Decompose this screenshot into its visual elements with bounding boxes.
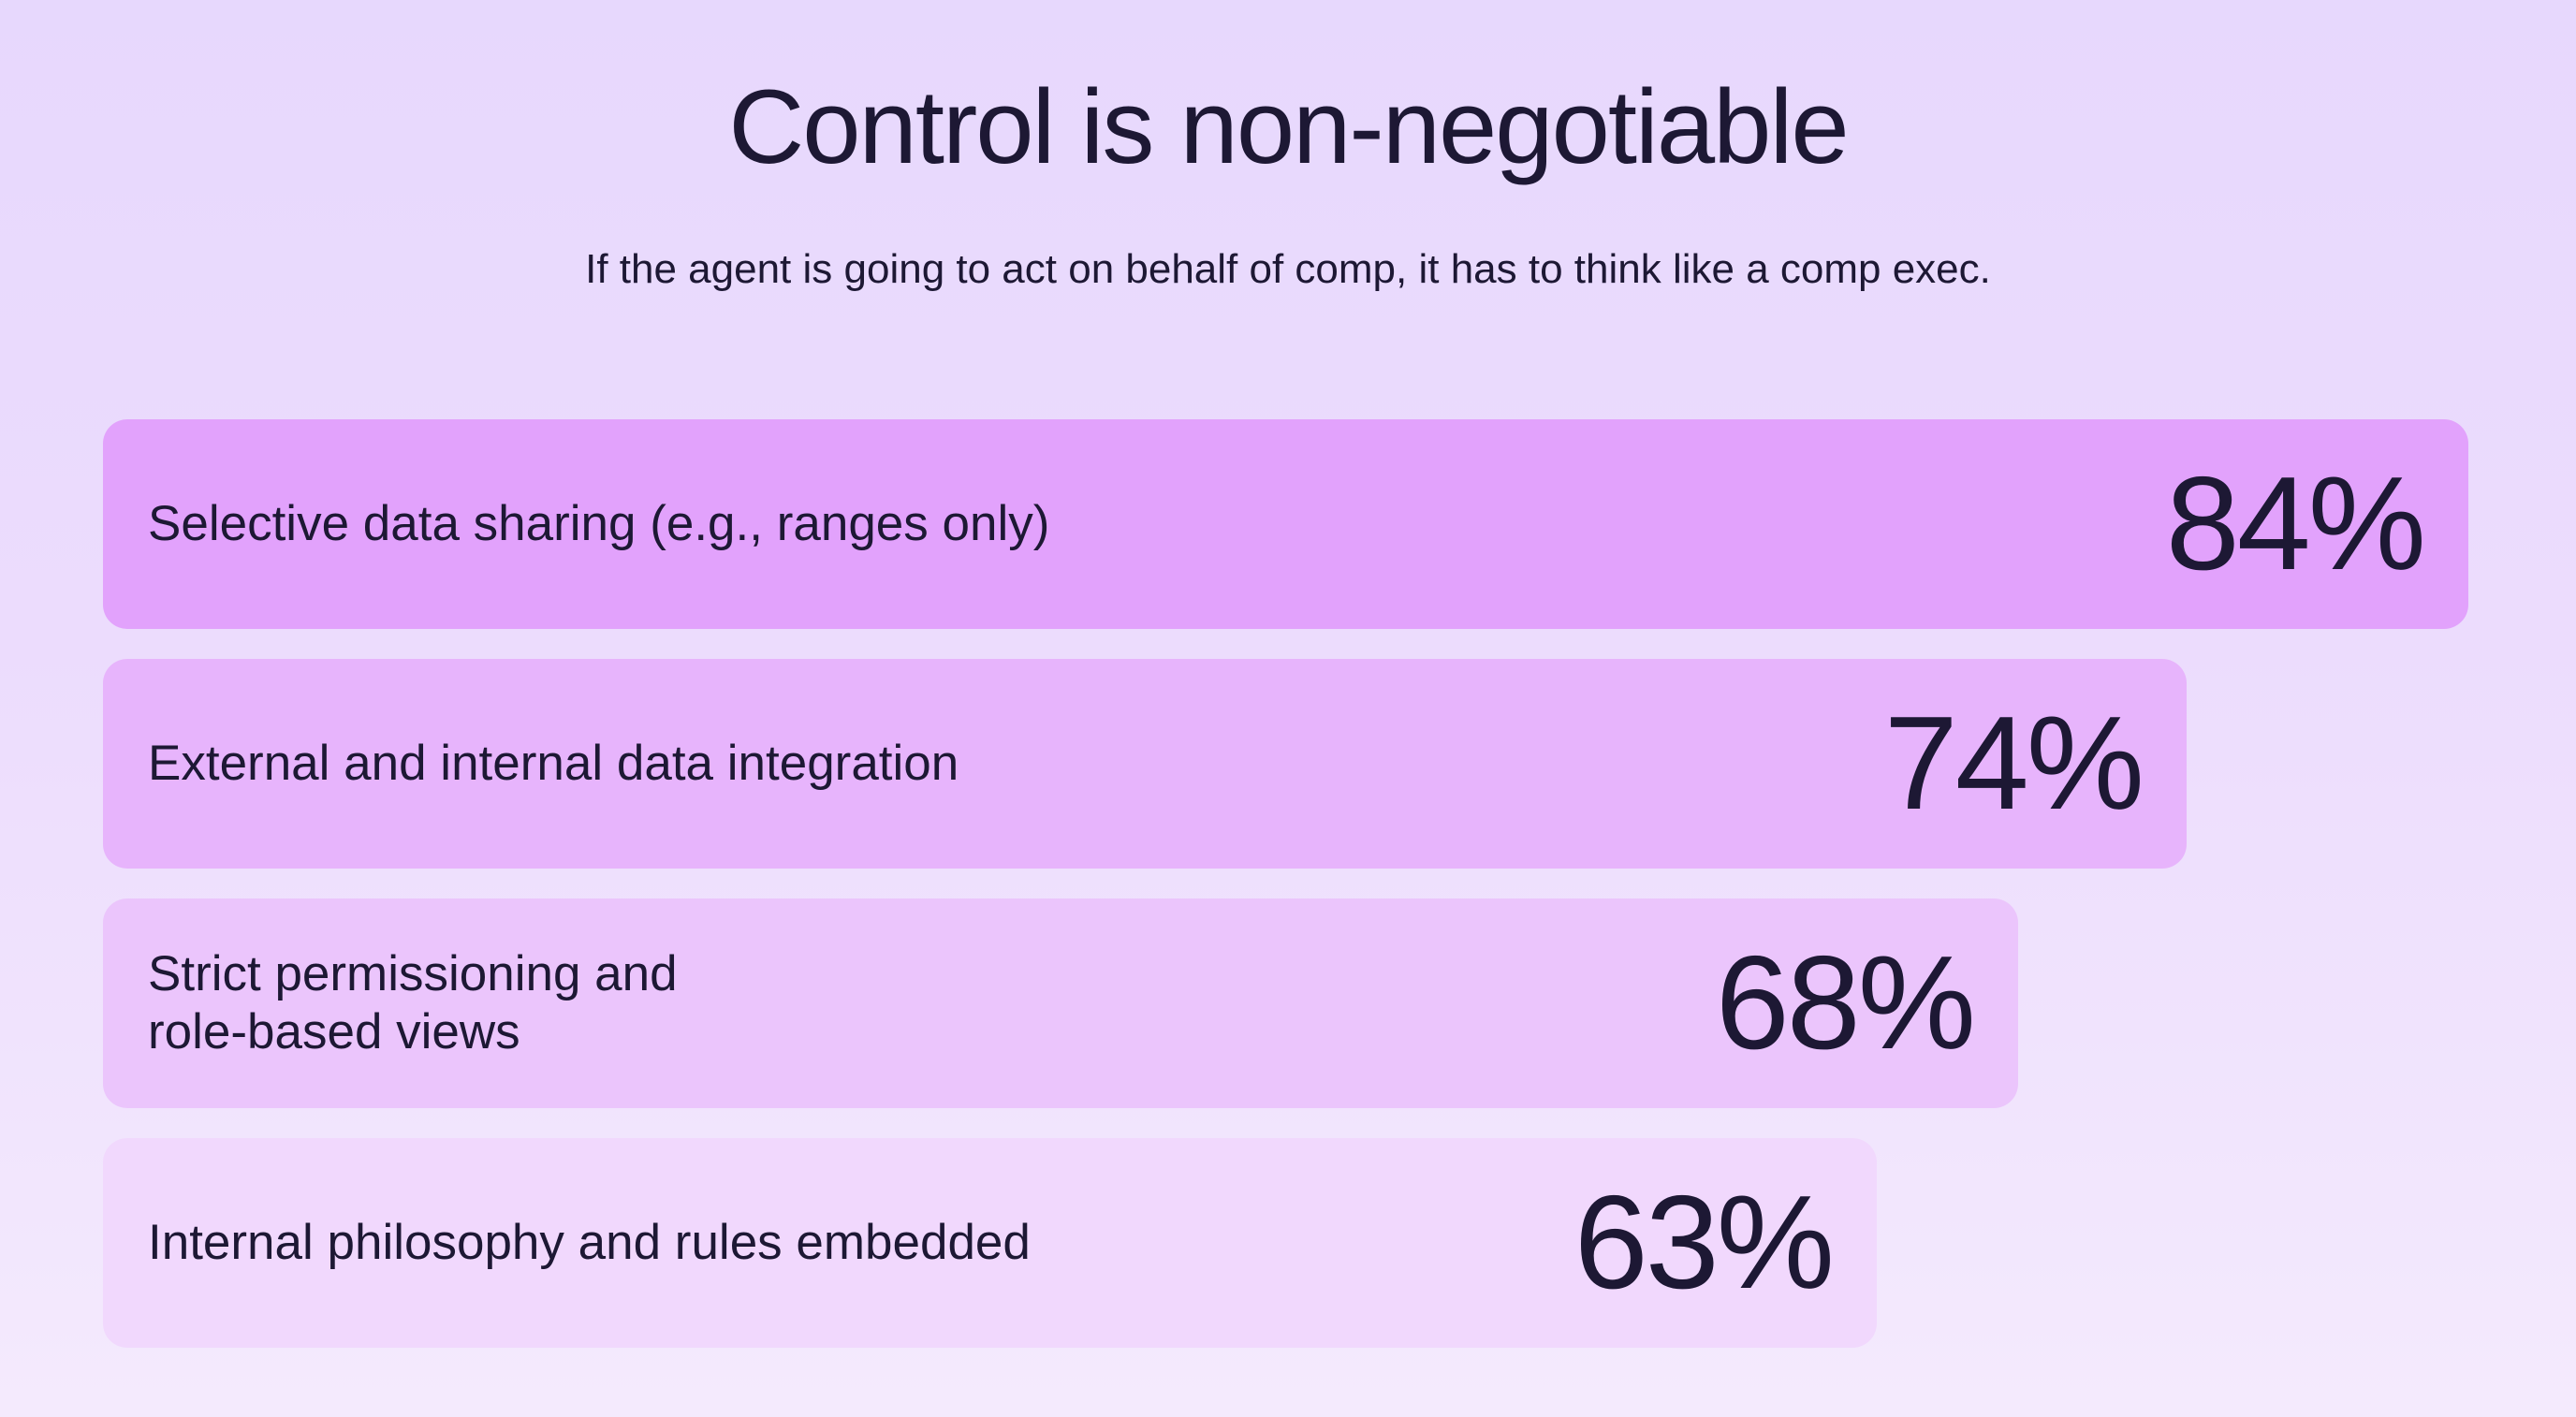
bar-label: Internal philosophy and rules embedded (148, 1215, 1031, 1270)
bar-row: External and internal data integration 74… (103, 659, 2187, 869)
bar-label: Strict permissioning and role-based view… (148, 946, 678, 1059)
bar-label: External and internal data integration (148, 736, 959, 791)
bar-label: Selective data sharing (e.g., ranges onl… (148, 496, 1050, 551)
bar-value-label: 63% (1573, 1168, 1835, 1317)
bar-row: Internal philosophy and rules embedded 63… (103, 1138, 1877, 1348)
bar-value-label: 74% (1883, 689, 2144, 838)
page-subtitle: If the agent is going to act on behalf o… (585, 246, 1991, 292)
bar-value-label: 84% (2165, 449, 2426, 598)
page-title: Control is non-negotiable (728, 68, 1849, 185)
bar-value-label: 68% (1715, 928, 1976, 1077)
bar-row: Strict permissioning and role-based view… (103, 898, 2018, 1108)
bar-row: Selective data sharing (e.g., ranges onl… (103, 419, 2468, 629)
